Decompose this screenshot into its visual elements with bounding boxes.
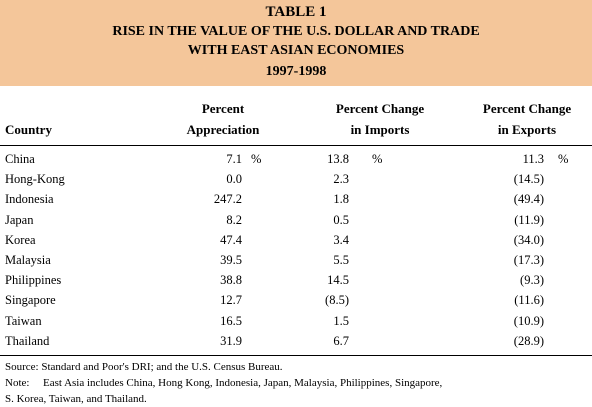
cell-imports: 2.3 [333,172,349,187]
cell-country: Thailand [5,333,50,348]
table-row: Thailand 31.9 6.7 (28.9) [0,332,592,352]
cell-country: Japan [5,212,34,227]
note-line2: S. Korea, Taiwan, and Thailand. [5,393,147,405]
column-header-country: Country [5,122,52,137]
table-row: Korea 47.4 3.4 (34.0) [0,231,592,251]
cell-appreciation: 8.2 [226,212,242,227]
column-header-appreciation-line1: Percent [201,101,245,116]
table-title-line2: WITH EAST ASIAN ECONOMIES [187,43,405,58]
cell-exports: (11.6) [514,293,544,308]
cell-exports: (34.0) [513,232,544,247]
cell-imports: (8.5) [325,293,349,308]
cell-imports: 1.8 [333,192,349,207]
cell-country: Philippines [5,273,62,288]
cell-imports: 14.5 [327,273,349,288]
column-header-imports-line1: Percent Change [335,101,425,116]
cell-appreciation: 16.5 [220,313,242,328]
table-label: TABLE 1 [265,4,327,20]
table-row: Philippines 38.8 14.5 (9.3) [0,271,592,291]
cell-country: Indonesia [5,192,54,207]
note-label: Note: [5,377,30,389]
cell-exports: 11.3 [522,152,544,166]
cell-country: Taiwan [5,313,42,328]
cell-imports: 6.7 [333,333,349,348]
cell-percent-sign: % [251,152,262,166]
column-header-imports: Percent Change in Imports [310,98,450,140]
column-header-appreciation: Percent Appreciation [168,98,278,140]
cell-country: China [5,152,35,166]
cell-appreciation: 247.2 [213,192,242,207]
cell-imports: 1.5 [333,313,349,328]
table-row: Taiwan 16.5 1.5 (10.9) [0,312,592,332]
cell-exports: (9.3) [520,273,544,288]
cell-imports: 0.5 [333,212,349,227]
column-header-appreciation-line2: Appreciation [186,122,260,137]
cell-appreciation: 31.9 [220,333,242,348]
cell-percent-sign: % [372,152,383,166]
cell-percent-sign: % [558,152,569,166]
cell-country: Korea [5,232,36,247]
cell-appreciation: 39.5 [220,252,242,267]
column-header-exports: Percent Change in Exports [462,98,592,140]
table-row: Malaysia 39.5 5.5 (17.3) [0,251,592,271]
table-row: Singapore 12.7 (8.5) (11.6) [0,291,592,311]
cell-imports: 13.8 [327,152,349,166]
table-header-banner: TABLE 1 RISE IN THE VALUE OF THE U.S. DO… [0,0,592,86]
column-header-exports-line2: in Exports [497,122,557,137]
table-top-rule [0,145,592,146]
cell-exports: (17.3) [513,252,544,267]
source-note: Source: Standard and Poor's DRI; and the… [5,361,283,373]
note-line1: East Asia includes China, Hong Kong, Ind… [43,377,443,389]
table-row: Hong-Kong 0.0 2.3 (14.5) [0,170,592,190]
cell-appreciation: 47.4 [220,232,242,247]
cell-country: Hong-Kong [5,172,65,187]
column-header-exports-line1: Percent Change [482,101,572,116]
table-row: China 7.1 % 13.8 % 11.3 % [0,150,592,170]
table-body: China 7.1 % 13.8 % 11.3 % Hong-Kong 0.0 … [0,150,592,352]
table-note: Note: East Asia includes China, Hong Kong… [5,375,442,407]
cell-exports: (28.9) [513,333,544,348]
table-bottom-rule [0,355,592,356]
cell-appreciation: 12.7 [220,293,242,308]
table-row: Japan 8.2 0.5 (11.9) [0,211,592,231]
table-title-line1: RISE IN THE VALUE OF THE U.S. DOLLAR AND… [112,24,480,39]
cell-appreciation: 0.0 [226,172,242,187]
column-header-imports-line2: in Imports [350,122,410,137]
cell-exports: (10.9) [513,313,544,328]
cell-imports: 5.5 [333,252,349,267]
cell-country: Malaysia [5,252,51,267]
cell-imports: 3.4 [333,232,349,247]
cell-country: Singapore [5,293,56,308]
cell-exports: (14.5) [513,172,544,187]
table-row: Indonesia 247.2 1.8 (49.4) [0,190,592,210]
cell-appreciation: 7.1 [226,152,242,166]
cell-appreciation: 38.8 [220,273,242,288]
cell-exports: (49.4) [513,192,544,207]
cell-exports: (11.9) [514,212,544,227]
table-years: 1997-1998 [265,64,327,79]
